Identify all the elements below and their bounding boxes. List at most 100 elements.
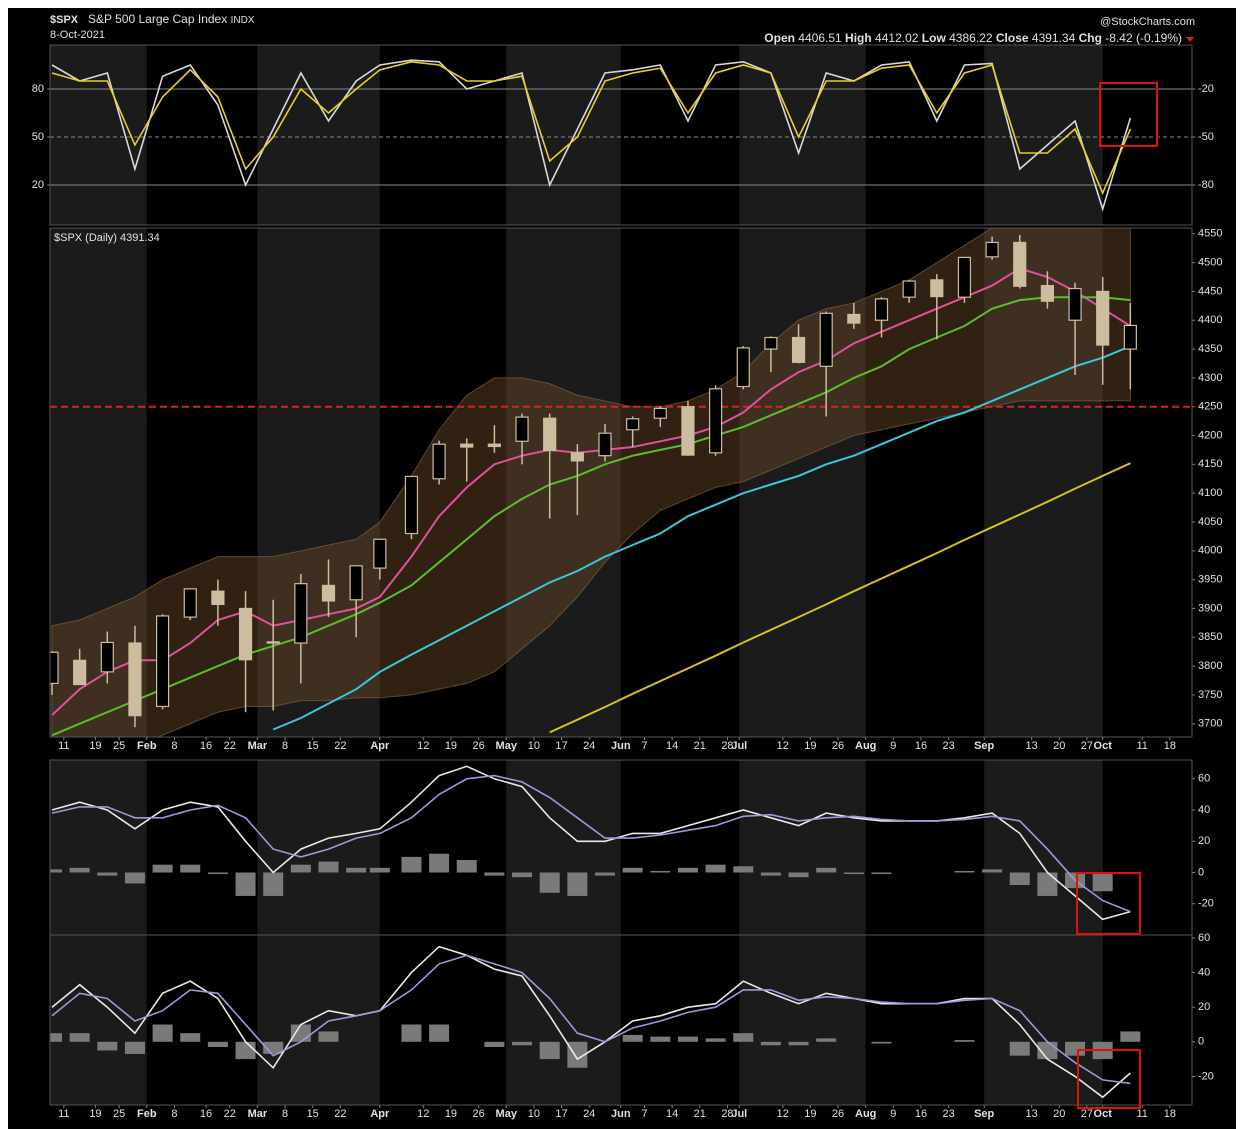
x-tick-label: Oct [1094,740,1113,752]
band [51,228,1131,737]
candle-body [266,641,280,644]
y-tick-label: 3800 [1198,660,1222,672]
x-tick-label: 26 [832,1108,844,1120]
candle-body [487,443,501,448]
candle-body [460,443,474,448]
candle-body [570,452,584,462]
x-tick-label: 23 [943,740,955,752]
histogram-bar [1009,872,1030,885]
month-stripe [1102,760,1192,935]
histogram-bar [788,872,809,878]
y-tick-label: 4300 [1198,372,1222,384]
histogram-bar [401,856,422,873]
y-tick-label: 4100 [1198,487,1222,499]
panel-border [49,227,1193,738]
chart-date: 8-Oct-2021 [50,29,105,41]
index-name: S&P 500 Large Cap Index INDX [88,12,255,26]
histogram-bar [290,864,311,873]
candle-body [957,256,972,298]
x-tick-label: Jul [731,1108,747,1120]
month-stripe [984,935,1103,1105]
month-stripe [257,45,380,225]
x-tick-label: 22 [224,1108,236,1120]
x-tick-label: Aug [855,740,876,752]
y2-tick-label: -50 [1198,131,1214,143]
x-tick-label: 12 [777,740,789,752]
ohlc-value: 4386.22 [949,31,993,45]
x-tick-label: Mar [248,740,268,752]
histogram-bar [69,1033,90,1042]
series-line [51,296,1131,737]
month-stripe [50,935,147,1105]
x-tick-label: 15 [307,1108,319,1120]
candle-body [349,565,363,601]
ohlc-label: Chg [1079,31,1102,45]
candle-body [874,298,889,321]
ohlc-value: 4412.02 [875,31,919,45]
symbol: $SPX [50,14,79,26]
x-tick-label: 25 [113,1108,125,1120]
histogram-bar [50,1033,62,1042]
x-tick-label: Jun [611,1108,631,1120]
month-stripe [257,935,380,1105]
y-tick-label: 0 [1198,866,1204,878]
month-stripe [865,45,985,225]
ohlc-value: -8.42 (-0.19%) [1105,31,1182,45]
y-tick-label: 20 [1198,835,1210,847]
x-tick-label: 20 [1053,740,1065,752]
x-tick-label: 12 [417,740,429,752]
x-tick-label: 8 [171,740,177,752]
histogram-bar [871,872,892,875]
histogram-bar [50,869,62,873]
x-tick-label: 22 [334,1108,346,1120]
x-tick-label: Apr [370,740,390,752]
series-line [549,462,1131,734]
x-tick-label: 11 [1136,1108,1147,1120]
panels: 805020-20-50-803700375038003850390039504… [32,44,1222,1120]
candle-body [791,336,806,363]
x-tick-label: May [496,740,518,752]
histogram-bar [401,1024,422,1042]
month-stripe [739,760,866,935]
histogram-bar [152,1024,173,1042]
candle-body [819,312,833,367]
month-stripe [739,228,866,737]
x-tick-label: 26 [472,740,484,752]
candle-body [294,583,308,644]
histogram-bar [484,1041,505,1048]
down-arrow [1186,37,1194,42]
candle-body [626,418,640,431]
histogram-bar [705,1038,726,1042]
x-tick-label: 11 [58,1108,69,1120]
ohlc-value: 4391.34 [1032,31,1076,45]
candle-body [1068,287,1082,321]
highlight-box [1099,82,1158,147]
candle-body [653,407,667,419]
y-tick-label: 4400 [1198,314,1222,326]
month-stripe [620,760,740,935]
x-tick-label: 10 [528,1108,540,1120]
series-line [51,267,1131,716]
month-stripe [984,228,1103,737]
candle-body [432,443,446,480]
y-tick-label: -20 [1198,898,1214,910]
histogram-bar [595,872,615,876]
month-stripe [506,760,621,935]
month-stripe [379,935,507,1105]
highlight-box [1077,1049,1141,1109]
y-tick-label: 4150 [1198,458,1222,470]
histogram-bar [567,872,588,896]
x-tick-label: 19 [804,1108,816,1120]
histogram-bar [733,1033,754,1042]
panel: 3700 3750 3800 3850 3900 3950 4000 4050 4100 4150… [49,227,1222,752]
candle-body [1096,290,1110,346]
month-stripe [984,760,1103,935]
x-tick-label: 25 [113,740,125,752]
x-tick-label: Feb [137,1108,157,1120]
x-tick-label: 22 [224,740,236,752]
y-tick-label: 3850 [1198,631,1222,643]
y2-tick-label: -80 [1198,179,1214,191]
candle-body [100,641,114,673]
y-tick-label: 20 [32,179,44,191]
candle-body [128,642,142,717]
